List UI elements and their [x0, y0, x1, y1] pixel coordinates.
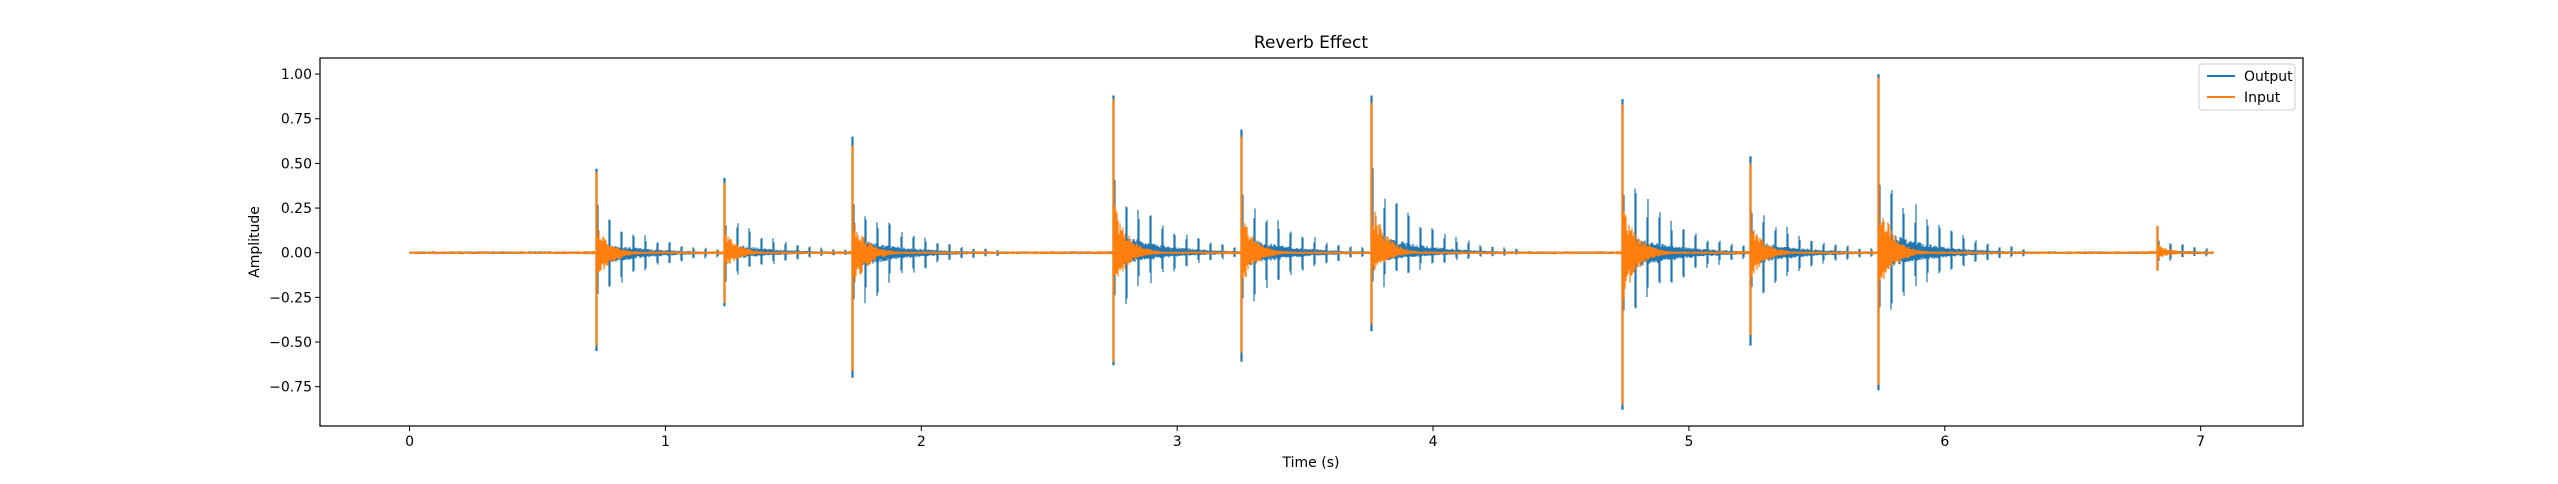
x-tick-label: 7	[2196, 434, 2205, 450]
y-tick-label: 0.25	[281, 201, 312, 217]
y-tick-label: −0.25	[269, 290, 312, 306]
chart-title: Reverb Effect	[1254, 33, 1368, 53]
legend: Output Input	[2198, 63, 2296, 111]
x-tick-label: 4	[1429, 434, 1438, 450]
y-axis-ticks: −0.75 −0.50 −0.25 0.00 0.25 0.50 0.75 1.00	[269, 67, 320, 396]
x-tick-label: 1	[661, 434, 670, 450]
series-layer	[409, 74, 2214, 410]
x-tick-label: 0	[405, 434, 414, 450]
y-tick-label: 0.00	[281, 246, 312, 262]
y-tick-label: −0.75	[269, 380, 312, 396]
y-tick-label: 0.75	[281, 112, 312, 128]
x-axis-ticks: 0 1 2 3 4 5 6 7	[405, 426, 2205, 450]
x-tick-label: 2	[917, 434, 926, 450]
y-axis-label: Amplitude	[247, 206, 263, 278]
plot-area-frame	[319, 57, 2304, 427]
x-axis-label: Time (s)	[1282, 455, 1340, 471]
y-tick-label: 0.50	[281, 156, 312, 172]
legend-label-output: Output	[2244, 69, 2293, 85]
x-tick-label: 3	[1173, 434, 1182, 450]
plot-area-background	[320, 58, 2303, 426]
legend-label-input: Input	[2244, 90, 2281, 106]
y-tick-label: 1.00	[281, 67, 312, 83]
x-tick-label: 6	[1940, 434, 1949, 450]
x-tick-label: 5	[1684, 434, 1693, 450]
y-tick-label: −0.50	[269, 335, 312, 351]
series-line-input	[409, 77, 2214, 405]
